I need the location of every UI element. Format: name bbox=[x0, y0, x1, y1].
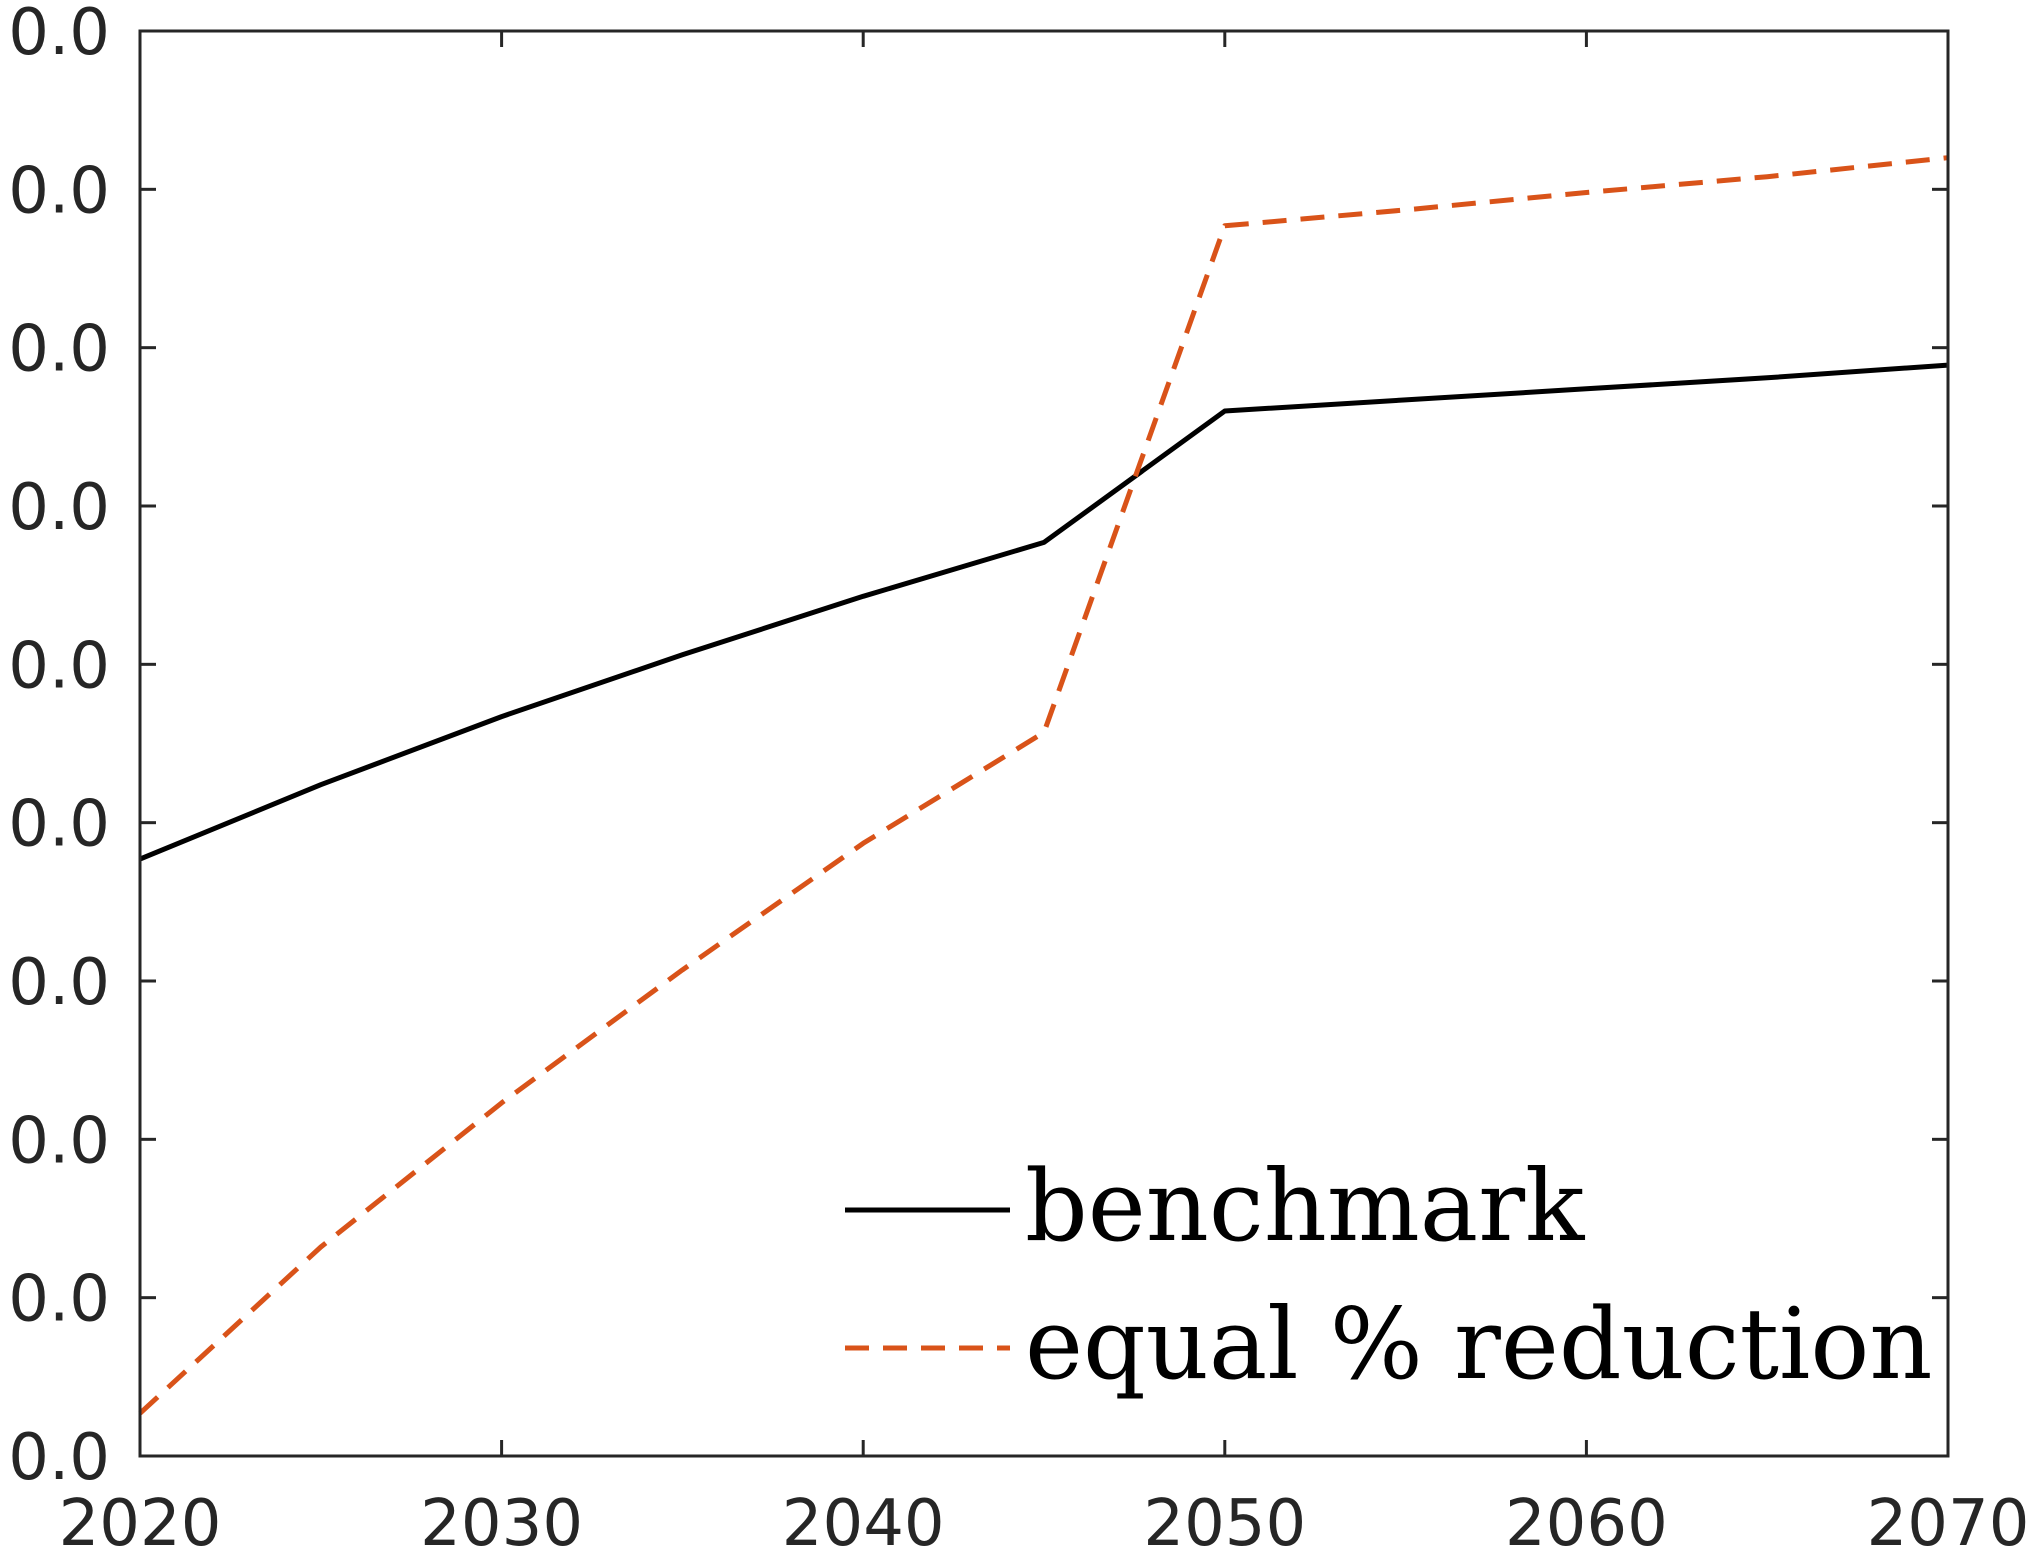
x-tick-label: 2050 bbox=[1143, 1487, 1306, 1554]
legend-label-equal-reduction: equal % reduction bbox=[1025, 1288, 1932, 1402]
y-tick-label: 0.0 bbox=[8, 1104, 110, 1178]
y-tick-label: 0.0 bbox=[8, 788, 110, 862]
x-tick-label: 2020 bbox=[59, 1487, 222, 1554]
x-tick-label: 2070 bbox=[1867, 1487, 2030, 1554]
y-tick-label: 0.0 bbox=[8, 154, 110, 228]
y-tick-label: 0.0 bbox=[8, 1263, 110, 1337]
y-tick-label: 0.0 bbox=[8, 471, 110, 545]
axes-frame bbox=[138, 29, 1950, 1458]
y-tick-label: 0.0 bbox=[8, 946, 110, 1020]
series-lines bbox=[138, 155, 1949, 1416]
y-tick-label: 0.0 bbox=[8, 313, 110, 387]
series-line-equal-reduction bbox=[138, 155, 1949, 1416]
series-line-benchmark bbox=[139, 362, 1949, 862]
y-tick-label: 0.0 bbox=[8, 1421, 110, 1495]
x-tick-label: 2030 bbox=[420, 1487, 583, 1554]
y-tick-label: 0.0 bbox=[8, 629, 110, 703]
x-tick-label: 2060 bbox=[1505, 1487, 1668, 1554]
y-tick-label: 0.0 bbox=[8, 0, 110, 70]
legend: benchmark equal % reduction bbox=[845, 1150, 1932, 1402]
plot-background bbox=[140, 31, 1948, 1456]
plot-area bbox=[140, 31, 1948, 1456]
legend-label-benchmark: benchmark bbox=[1025, 1150, 1586, 1264]
axes: 2020 2030 2040 2050 2060 2070 0.0 0.0 0.0 0.0 0.0 0… bbox=[8, 0, 2029, 1554]
x-tick-label: 2040 bbox=[782, 1487, 945, 1554]
